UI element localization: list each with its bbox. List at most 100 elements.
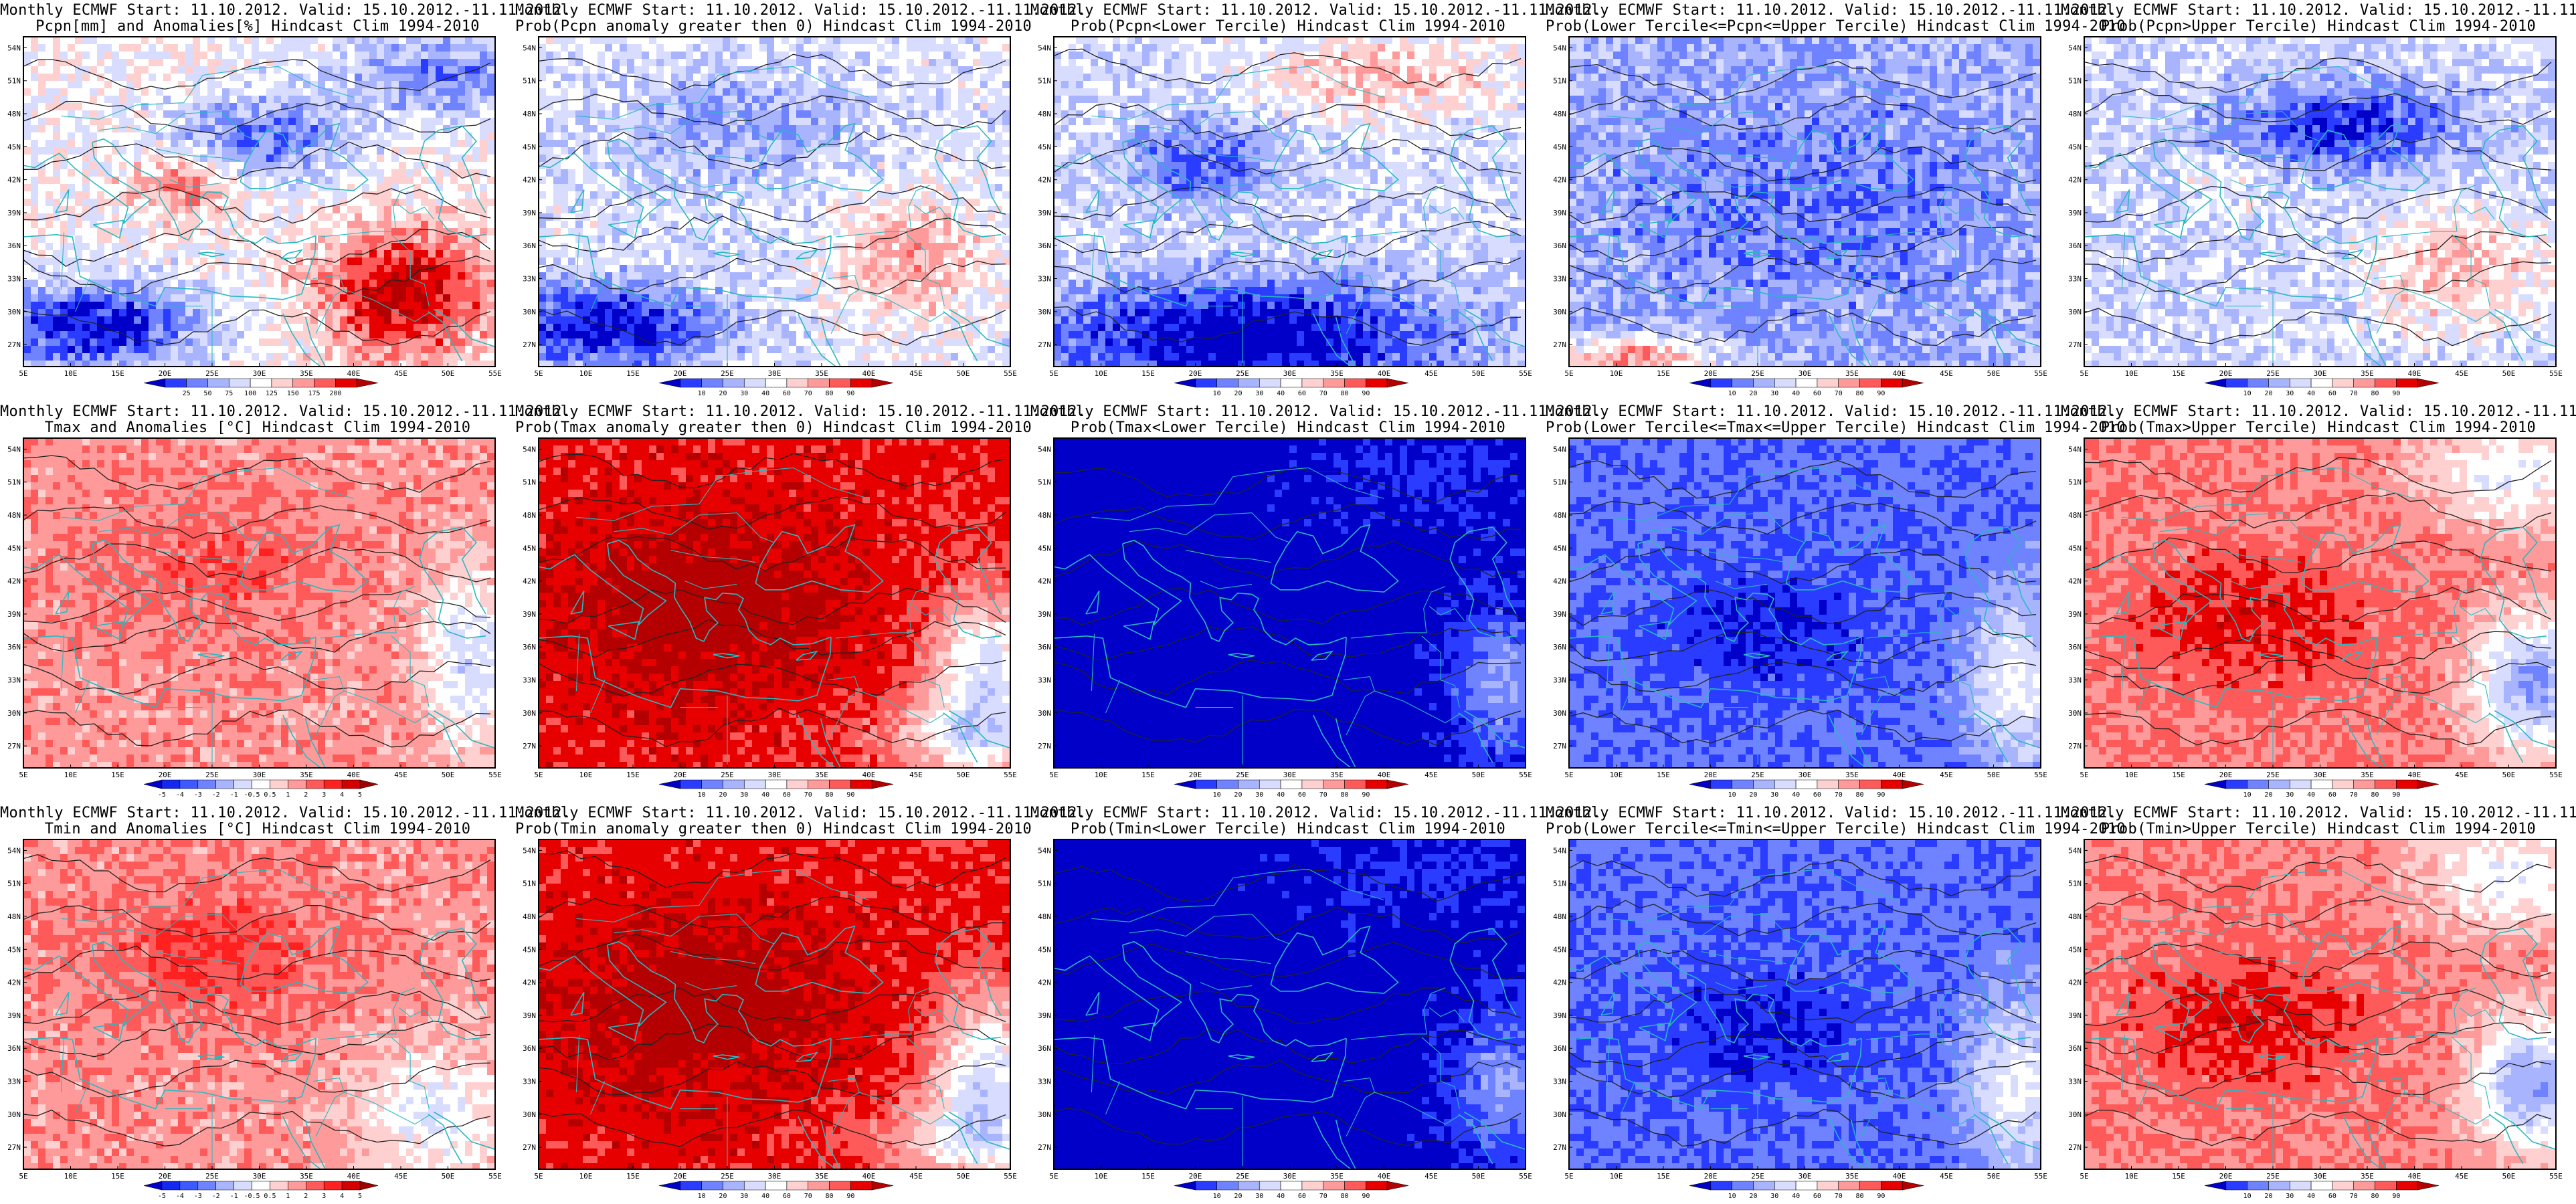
colorbar-tick-label: 2 [304,1193,308,1200]
lat-tick-label: 45N [7,544,21,553]
colorbar-tick-label: 40 [1792,791,1800,799]
lon-tick-label: 50E [1472,369,1485,378]
lat-tick-label: 39N [2068,1011,2082,1020]
colorbar-swatch [2268,779,2290,789]
country-borders [2121,868,2495,1169]
colorbar-swatch [701,1181,723,1191]
colorbar-swatch [1386,1181,1409,1191]
colorbar-tick-label: 90 [2392,1193,2400,1200]
panel-title-line1: Monthly ECMWF Start: 11.10.2012. Valid: … [1030,805,1601,821]
colorbar-swatch [1174,1181,1196,1191]
colorbar-tick-label: 90 [2392,791,2400,799]
lat-tick-label: 42N [1553,577,1566,586]
lat-tick-label: 42N [1038,176,1051,185]
lon-tick-label: 35E [1845,771,1859,779]
colorbar-swatch [1323,378,1345,388]
colorbar-swatch [1859,378,1881,388]
coastlines [23,122,495,367]
lat-tick-label: 36N [523,643,536,651]
colorbar-swatch [143,779,163,789]
shaded-field [2084,37,2556,367]
country-borders [1606,66,1980,367]
colorbar-swatch [1301,1181,1324,1191]
colorbar-tick-label: 10 [698,390,706,397]
lat-tick-label: 51N [7,880,21,888]
lon-tick-label: 40E [1893,771,1906,779]
lat-tick-label: 51N [523,77,536,86]
colorbar-tick-label: 70 [804,791,812,799]
colorbar-swatch [1753,378,1775,388]
lon-tick-label: 15E [111,1172,124,1181]
panel-title: Monthly ECMWF Start: 11.10.2012. Valid: … [1546,805,2126,837]
colorbar-swatch [2417,779,2440,789]
colorbar-swatch [1753,779,1775,789]
lon-tick-label: 40E [1378,369,1391,378]
colorbar-swatch [1386,378,1409,388]
lon-tick-label: 15E [1141,1172,1155,1181]
lon-tick-label: 25E [721,1172,734,1181]
colorbar-tick-label: 40 [2307,791,2315,799]
colorbar-swatch [1817,1181,1839,1191]
colorbar: 25 50 75 100 125 150 175 200 [143,378,379,397]
lat-tick-label: 42N [7,577,21,586]
lat-tick-label: 51N [523,880,536,888]
panel-title-line1: Monthly ECMWF Start: 11.10.2012. Valid: … [1030,404,1601,420]
map-svg: 54N 51N 48N 45N 42N 39N 36N 33N 30N 27N 5E 10E 15E 20… [1553,437,2047,799]
colorbar-swatch [215,1181,234,1191]
lon-tick-label: 10E [1610,771,1623,779]
lon-tick-label: 10E [1095,771,1108,779]
colorbar-swatch [234,779,252,789]
lon-tick-label: 45E [2455,369,2468,378]
colorbar-swatch [288,779,306,789]
colorbar-tick-label: 80 [2371,1193,2379,1200]
colorbar-swatch [2289,1181,2312,1191]
lat-tick-label: 48N [1553,511,1566,520]
lon-tick-label: 30E [1283,1172,1297,1181]
colorbar-tick-label: 60 [1298,1193,1306,1200]
lon-tick-label: 20E [674,771,687,779]
colorbar-swatch [743,378,766,388]
lon-tick-label: 35E [815,1172,828,1181]
lon-tick-label: 5E [2080,1172,2088,1181]
coastlines [539,122,1010,367]
colorbar-swatch [1344,378,1366,388]
colorbar-swatch [680,378,702,388]
lon-tick-label: 35E [1845,369,1859,378]
lon-tick-label: 40E [1378,1172,1391,1181]
lon-tick-label: 30E [1283,771,1297,779]
colorbar-swatch [680,779,702,789]
colorbar-swatch [829,1181,851,1191]
panel-title-line2: Prob(Tmin<Lower Tercile) Hindcast Clim 1… [1030,821,1546,837]
lon-tick-label: 40E [862,369,876,378]
lon-tick-label: 45E [1424,369,1438,378]
panel-title-line2: Prob(Pcpn<Lower Tercile) Hindcast Clim 1… [1030,19,1546,35]
colorbar-swatch [2375,1181,2397,1191]
colorbar-swatch [1817,779,1839,789]
colorbar-tick-label: 20 [1234,390,1242,397]
lon-tick-label: 40E [347,1172,361,1181]
lat-tick-label: 45N [7,142,21,151]
colorbar-tick-label: 10 [2243,390,2251,397]
country-borders [1091,467,1465,768]
map-panel: 54N 51N 48N 45N 42N 39N 36N 33N 30N 27N 5E 10E 15E 20… [1030,0,1601,401]
lat-tick-label: 36N [2068,241,2082,250]
lon-tick-label: 15E [626,771,640,779]
contour-lines [1054,466,1522,746]
lon-tick-label: 45E [909,369,923,378]
lat-tick-label: 54N [1553,846,1566,855]
colorbar-tick-label: 30 [1255,791,1263,799]
colorbar-tick-label: -4 [176,1193,184,1200]
lat-tick-label: 33N [523,676,536,685]
colorbar-swatch [1195,779,1217,789]
colorbar-swatch [1238,1181,1260,1191]
lat-tick-label: 45N [523,544,536,553]
lat-tick-label: 33N [1038,676,1051,685]
map-panel: 54N 51N 48N 45N 42N 39N 36N 33N 30N 27N 5E 10E 15E 20… [1546,401,2126,803]
colorbar-tick-label: 10 [1728,390,1736,397]
panel-title-line1: Monthly ECMWF Start: 11.10.2012. Valid: … [515,404,1086,420]
lon-tick-label: 20E [1189,771,1202,779]
colorbar-swatch [1838,1181,1860,1191]
colorbar-swatch [2247,378,2269,388]
lon-tick-label: 10E [64,771,78,779]
colorbar-swatch [2332,1181,2355,1191]
